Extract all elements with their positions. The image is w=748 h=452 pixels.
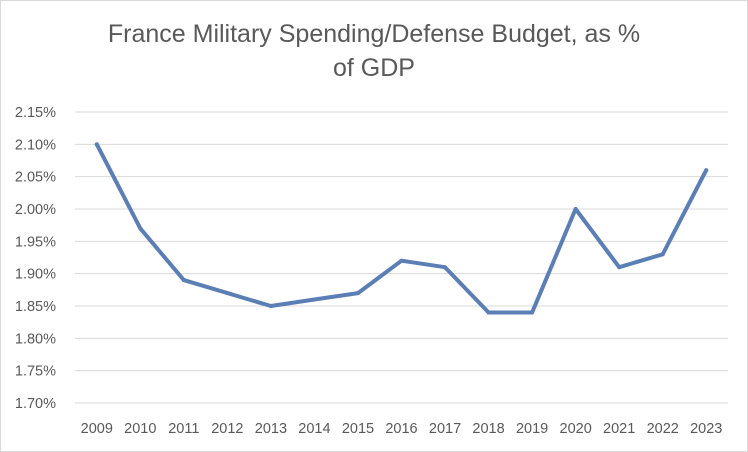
gridlines xyxy=(75,111,728,404)
data-point xyxy=(181,278,186,283)
x-tick-label: 2019 xyxy=(516,421,548,437)
y-tick-label: 1.80% xyxy=(15,331,56,347)
data-point xyxy=(94,142,99,147)
data-point xyxy=(660,252,665,257)
x-tick-label: 2022 xyxy=(647,421,679,437)
x-axis-tick-labels: 2009 2010 2011 2012 2013 2014 2015 2016 2017 2018… xyxy=(81,421,723,437)
data-point xyxy=(573,207,578,211)
x-tick-label: 2021 xyxy=(603,421,635,437)
y-tick-label: 1.75% xyxy=(15,364,56,380)
x-tick-label: 2012 xyxy=(211,421,243,437)
chart-title-line-2: of GDP xyxy=(333,54,415,82)
y-tick-label: 1.95% xyxy=(15,234,56,250)
x-tick-label: 2009 xyxy=(81,421,113,437)
data-point xyxy=(617,265,622,270)
data-point xyxy=(486,310,491,315)
y-axis-tick-labels: 1.70% 1.75% 1.80% 1.85% 1.90% 1.95% 2.00% 2.05%… xyxy=(15,105,56,412)
y-tick-label: 2.00% xyxy=(15,202,56,218)
x-tick-label: 2015 xyxy=(342,421,374,437)
data-point xyxy=(355,291,360,296)
x-tick-label: 2018 xyxy=(472,421,504,437)
data-point xyxy=(530,310,535,315)
series-line xyxy=(94,142,709,315)
series-layer xyxy=(94,142,709,315)
chart-title-line-1: France Military Spending/Defense Budget,… xyxy=(107,20,641,48)
x-tick-label: 2014 xyxy=(298,421,330,437)
y-tick-label: 1.85% xyxy=(15,299,56,315)
y-tick-label: 1.70% xyxy=(15,396,56,412)
data-point xyxy=(704,168,709,173)
x-tick-label: 2010 xyxy=(124,421,156,437)
data-point xyxy=(443,265,448,270)
x-tick-label: 2020 xyxy=(560,421,592,437)
y-tick-label: 2.10% xyxy=(15,137,56,153)
data-point xyxy=(399,258,404,263)
data-point xyxy=(312,297,317,302)
x-tick-label: 2016 xyxy=(385,421,417,437)
data-point xyxy=(268,304,273,308)
x-tick-label: 2013 xyxy=(255,421,287,437)
y-tick-label: 1.90% xyxy=(15,267,56,283)
x-tick-label: 2023 xyxy=(690,421,722,437)
data-point xyxy=(225,291,230,296)
y-tick-label: 2.15% xyxy=(15,105,56,121)
x-tick-label: 2017 xyxy=(429,421,461,437)
y-tick-label: 2.05% xyxy=(15,170,56,186)
x-tick-label: 2011 xyxy=(168,421,199,437)
data-point xyxy=(138,226,143,231)
